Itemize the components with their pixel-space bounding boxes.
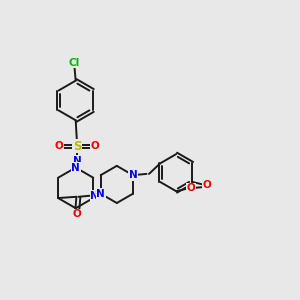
Text: S: S [73, 140, 81, 153]
Text: N: N [71, 163, 80, 172]
Text: O: O [55, 141, 64, 151]
Text: Cl: Cl [69, 58, 80, 68]
Text: O: O [90, 141, 99, 151]
Text: N: N [128, 170, 137, 180]
Text: N: N [90, 190, 99, 201]
Text: O: O [73, 209, 82, 219]
Text: N: N [96, 189, 105, 199]
Text: N: N [73, 156, 81, 166]
Text: O: O [202, 180, 211, 190]
Text: O: O [186, 183, 195, 193]
